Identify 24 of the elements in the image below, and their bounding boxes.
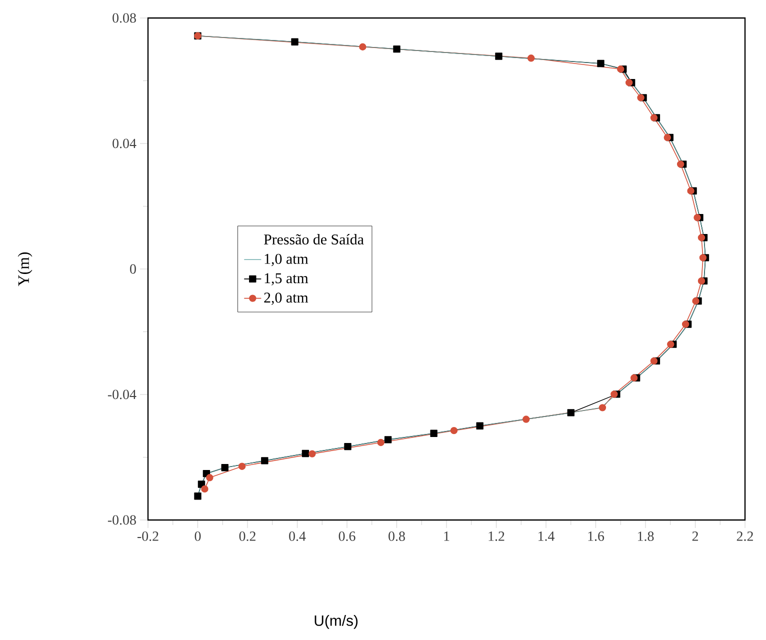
- x-axis-title: U(m/s): [314, 614, 358, 629]
- x-tick-label: 1.2: [488, 532, 504, 541]
- x-tick-label: -0.2: [137, 532, 158, 541]
- x-tick-label: 0.8: [388, 532, 405, 541]
- x-tick-label: 1.8: [638, 532, 654, 541]
- y-tick-label: 0.04: [112, 138, 136, 148]
- y-tick-label: -0.08: [108, 515, 136, 525]
- y-tick-label: 0.08: [112, 13, 136, 23]
- x-tick-label: 1.6: [588, 532, 604, 541]
- x-tick-label: 1: [444, 532, 450, 541]
- legend-label: 2,0 atm: [264, 292, 308, 305]
- x-tick-label: 0: [194, 532, 201, 541]
- x-tick-label: 2.2: [736, 532, 753, 541]
- legend-label: 1,0 atm: [264, 254, 308, 266]
- x-tick-label: 2: [692, 532, 698, 541]
- x-tick-label: 0.4: [289, 532, 306, 541]
- y-tick-label: 0: [130, 264, 136, 274]
- y-axis-title: Y(m): [18, 252, 32, 286]
- x-tick-label: 0.6: [338, 532, 356, 541]
- x-tick-label: 1.4: [538, 532, 555, 541]
- x-tick-label: 0.2: [239, 532, 256, 541]
- legend-title: Pressão de Saída: [264, 234, 364, 244]
- legend-label: 1,5 atm: [264, 273, 308, 286]
- y-tick-label: -0.04: [108, 390, 136, 400]
